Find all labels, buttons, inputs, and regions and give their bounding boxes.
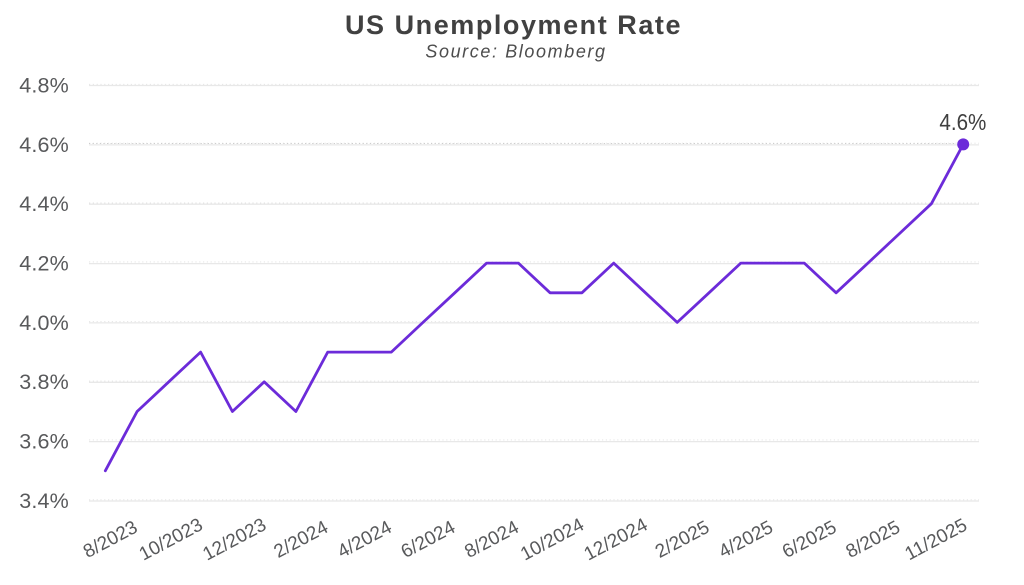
svg-text:3.4%: 3.4% xyxy=(19,489,69,513)
svg-text:US Unemployment Rate: US Unemployment Rate xyxy=(345,10,682,40)
svg-text:4.0%: 4.0% xyxy=(19,311,69,335)
svg-text:4.6%: 4.6% xyxy=(939,109,986,135)
svg-text:4.2%: 4.2% xyxy=(19,252,69,276)
svg-text:4.8%: 4.8% xyxy=(19,73,69,97)
svg-text:4.4%: 4.4% xyxy=(19,192,69,216)
svg-text:3.6%: 3.6% xyxy=(19,430,69,454)
svg-text:3.8%: 3.8% xyxy=(19,370,69,394)
svg-text:Source: Bloomberg: Source: Bloomberg xyxy=(425,42,606,62)
svg-text:4.6%: 4.6% xyxy=(19,133,69,157)
